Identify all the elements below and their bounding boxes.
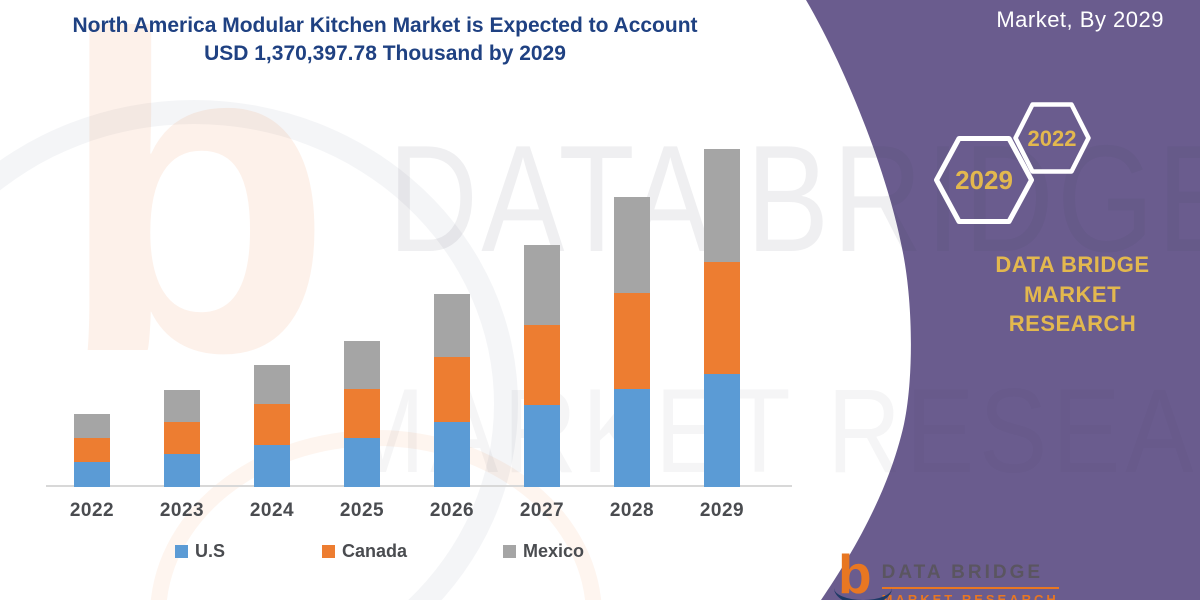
hexagon-2029: 2029 (934, 136, 1034, 224)
bar-2023 (164, 389, 200, 487)
brand-text-line2: RESEARCH (1008, 311, 1137, 337)
bar-2022 (74, 414, 110, 487)
brand-text-line1: DATA BRIDGE MARKET (995, 252, 1150, 307)
legend-swatch (503, 545, 516, 558)
legend-item-mexico: Mexico (503, 541, 584, 562)
legend-swatch (175, 545, 188, 558)
axis-label-2026: 2026 (429, 500, 475, 521)
bar-2025 (344, 341, 380, 487)
bar-segment-us-2025 (344, 438, 380, 487)
bar-segment-canada-2028 (614, 292, 650, 389)
bar-segment-mexico-2027 (524, 245, 560, 326)
bar-segment-us-2029 (704, 374, 740, 487)
bar-segment-canada-2026 (434, 356, 470, 423)
hexagon-2022: 2022 (1013, 102, 1091, 174)
footer-brand-subtitle: MARKET RESEARCH (881, 592, 1059, 600)
bar-segment-canada-2029 (704, 262, 740, 375)
hexagon-2022-outline (1013, 102, 1091, 174)
legend-label: Canada (342, 541, 408, 561)
axis-label-2028: 2028 (609, 500, 655, 521)
bar-2024 (254, 365, 290, 487)
axis-label-2025: 2025 (339, 500, 385, 521)
chart-title-line2: USD 1,370,397.78 Thousand by 2029 (204, 42, 566, 66)
axis-label-2027: 2027 (519, 500, 565, 521)
bar-segment-mexico-2028 (614, 197, 650, 293)
bar-segment-us-2022 (74, 462, 110, 487)
bar-segment-us-2023 (164, 453, 200, 487)
footer-logo-texts: DATA BRIDGE MARKET RESEARCH (881, 552, 1059, 600)
brand-text: DATA BRIDGE MARKET RESEARCH (945, 250, 1200, 339)
bar-segment-us-2026 (434, 422, 470, 487)
bar-segment-canada-2022 (74, 438, 110, 463)
bar-segment-us-2028 (614, 388, 650, 487)
hexagon-2029-label: 2029 (955, 165, 1013, 195)
bar-segment-mexico-2024 (254, 365, 290, 405)
panel-heading: Market, By 2029 (996, 7, 1164, 32)
bar-segment-mexico-2022 (74, 414, 110, 439)
chart-title: North America Modular Kitchen Market is … (35, 12, 735, 69)
chart-title-line1: North America Modular Kitchen Market is … (72, 14, 698, 37)
axis-label-2023: 2023 (159, 500, 205, 521)
footer-logo: b DATA BRIDGE MARKET RESEARCH (838, 547, 1059, 600)
bar-segment-us-2024 (254, 445, 290, 487)
legend-label: Mexico (523, 541, 585, 561)
x-axis-line (46, 485, 792, 487)
bar-segment-canada-2025 (344, 388, 380, 439)
bar-segment-canada-2027 (524, 325, 560, 405)
legend-label: U.S (195, 541, 226, 561)
axis-label-2029: 2029 (699, 500, 745, 521)
bar-2029 (704, 148, 740, 487)
bar-2026 (434, 293, 470, 487)
bridge-swoosh-icon (834, 588, 892, 600)
side-panel-shape (806, 0, 1200, 600)
bar-segment-canada-2023 (164, 421, 200, 454)
legend-swatch (322, 545, 335, 558)
bar-segment-mexico-2029 (704, 148, 740, 263)
bar-segment-canada-2024 (254, 404, 290, 446)
hexagon-2022-label: 2022 (1028, 126, 1077, 151)
bar-segment-mexico-2023 (164, 389, 200, 422)
footer-brand-name: DATA BRIDGE (881, 562, 1059, 589)
data-bridge-b-logo-icon: b (838, 547, 872, 600)
bar-2028 (614, 197, 650, 487)
hexagon-2029-outline (934, 136, 1034, 224)
legend-item-canada: Canada (322, 541, 407, 562)
bar-segment-mexico-2026 (434, 293, 470, 357)
bar-segment-mexico-2025 (344, 341, 380, 389)
axis-label-2022: 2022 (69, 500, 115, 521)
legend-item-us: U.S (175, 541, 225, 562)
axis-label-2024: 2024 (249, 500, 295, 521)
bar-2027 (524, 245, 560, 487)
bar-segment-us-2027 (524, 404, 560, 487)
